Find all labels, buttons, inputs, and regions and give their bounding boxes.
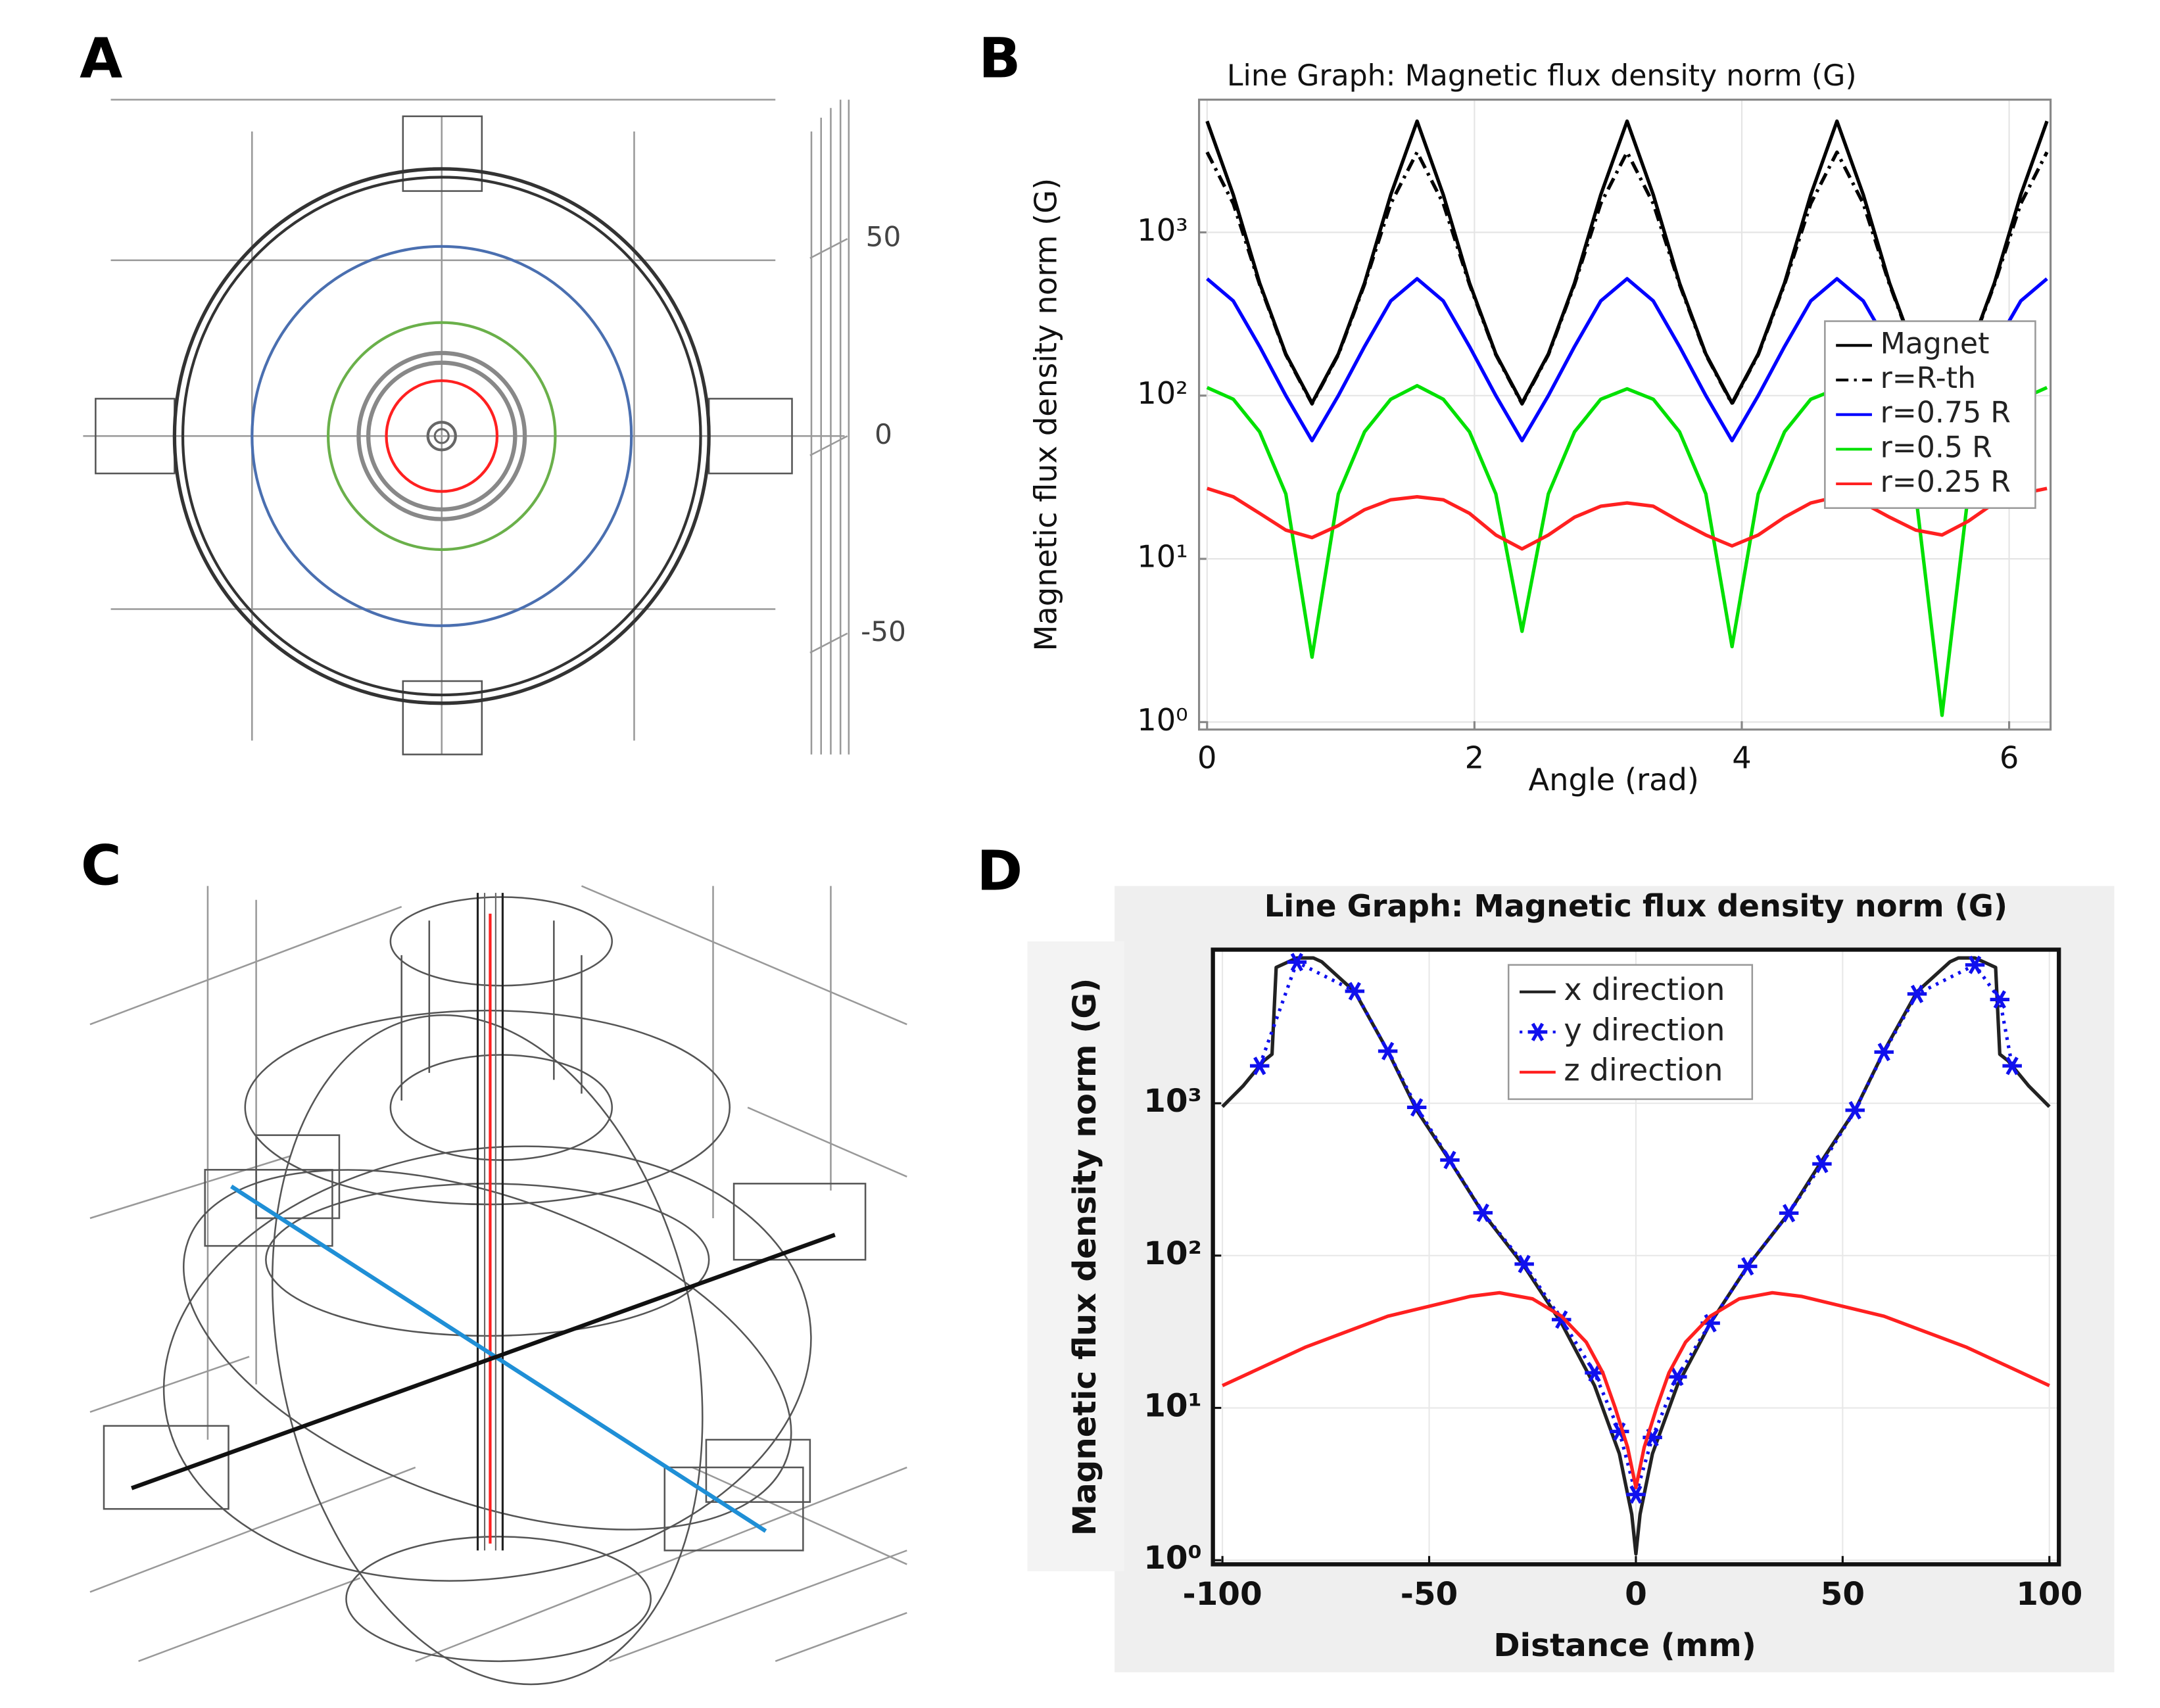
y-tick-label: 10¹ [1143,1388,1202,1425]
scale-tick [809,238,848,259]
legend-label: y direction [1564,1012,1725,1047]
x-axis-label: Distance (mm) [1493,1627,1756,1664]
marker [1845,1101,1865,1120]
y-tick-label: 10⁰ [1137,702,1188,738]
y-axis-label: Magnetic flux density norm (G) [1028,178,1064,652]
plot-frame [1211,947,2061,1567]
marker [1406,1098,1427,1117]
legend-label: r=0.75 R [1881,396,2011,430]
marker-stroke [1410,1098,1424,1117]
marker-stroke [1253,1056,1266,1076]
marker [1440,1151,1460,1170]
marker [1812,1154,1832,1174]
marker-stroke [1848,1101,1861,1120]
chart-title: Line Graph: Magnetic flux density norm (… [1264,888,2007,924]
marker-stroke [1671,1367,1684,1387]
x-axis-label: Angle (rad) [1529,762,1699,797]
marker-stroke [1629,1485,1643,1504]
marker-stroke [2005,1056,2019,1076]
marker-stroke [1476,1203,1489,1222]
marker-stroke [1815,1154,1829,1174]
y-tick-label: 10¹ [1137,539,1188,575]
marker-stroke [1443,1151,1456,1170]
y-tick-label: 10³ [1137,212,1188,248]
panel-a-geometry [83,99,850,755]
legend-label: x direction [1564,972,1725,1007]
legend-label: r=0.25 R [1881,465,2011,499]
y-tick-label: 10² [1143,1235,1202,1272]
marker [2002,1056,2022,1076]
y-axis-label: Magnetic flux density norm (G) [1067,978,1103,1536]
marker [1907,984,1927,1003]
marker-stroke [1588,1364,1601,1383]
marker-stroke [1348,982,1361,1001]
marker [1668,1367,1687,1387]
x-tick-label: 6 [2000,740,2019,776]
marker [1473,1203,1493,1222]
series-line [1221,956,2051,1556]
marker-stroke [1968,955,1982,974]
legend-label: r=R-th [1881,362,1976,395]
panel-label: B [978,26,1020,91]
marker [1737,1257,1758,1276]
marker-stroke [1910,984,1924,1003]
y-tick-label: 10⁰ [1143,1540,1202,1577]
x-tick-label: -100 [1183,1576,1262,1613]
series-line [1222,1291,2050,1490]
marker-stroke [1782,1204,1796,1223]
series-line [1206,486,2048,551]
panel-label: C [81,833,122,897]
panel-c-geometry [89,885,907,1686]
panel-label: D [976,839,1022,903]
scale-tick-label: -50 [861,615,906,648]
scale-tick-label: 50 [866,221,901,253]
y-tick-label: 10² [1137,375,1188,411]
legend-label: Magnet [1881,327,1990,360]
legend-label: r=0.5 R [1881,431,1992,464]
x-tick-label: 50 [1821,1576,1865,1613]
x-tick-label: 100 [2016,1576,2082,1613]
marker-stroke [1518,1254,1531,1273]
marker-stroke [1704,1314,1717,1333]
marker [1378,1041,1398,1060]
marker [1345,982,1365,1001]
marker-stroke [1555,1310,1568,1329]
x-tick-label: -50 [1401,1576,1458,1613]
marker-stroke [1531,1022,1545,1041]
chart-title: Line Graph: Magnetic flux density norm (… [1227,59,1857,93]
marker [1990,990,2010,1009]
marker-stroke [1877,1043,1890,1062]
x-tick-label: 4 [1732,740,1751,776]
x-tick-label: 0 [1197,740,1216,776]
marker-stroke [1993,990,2006,1009]
y-tick-label: 10³ [1143,1083,1202,1120]
panel-label: A [80,26,122,91]
scale-tick [809,435,848,456]
marker [1287,953,1307,972]
marker-stroke [1741,1257,1754,1276]
marker [1527,1022,1548,1041]
marker-stroke [1381,1041,1395,1060]
marker [1626,1485,1646,1504]
legend-box [1507,964,1754,1101]
panel-d-backdrop [1027,941,1124,1571]
marker [1514,1254,1534,1273]
legend-label: z direction [1564,1052,1723,1087]
x-tick-label: 2 [1465,740,1484,776]
scale-tick-label: 0 [875,418,892,450]
marker [1779,1204,1799,1223]
scale-tick [809,632,848,653]
marker [1874,1043,1894,1062]
marker-stroke [1290,953,1303,972]
marker [1249,1056,1270,1076]
marker-stroke [1646,1428,1659,1447]
plot-frame [1198,99,2052,731]
marker [1965,955,1985,974]
x-tick-label: 0 [1625,1576,1647,1613]
